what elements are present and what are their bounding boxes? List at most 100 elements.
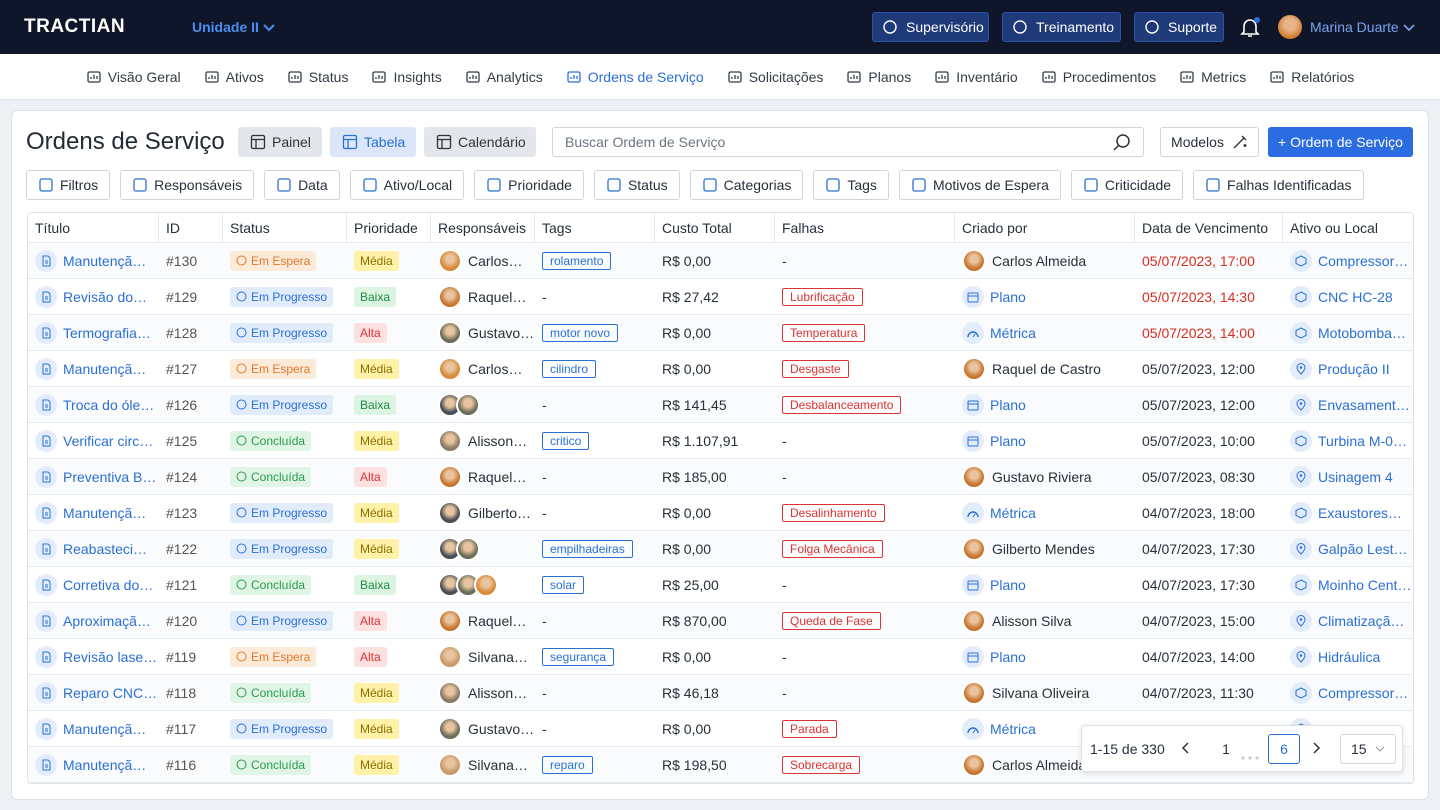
page-button[interactable]: 1	[1222, 741, 1230, 757]
bell-icon[interactable]	[1238, 15, 1262, 39]
filter-button[interactable]: Filtros	[26, 170, 111, 200]
nav-item[interactable]: Solicitações	[727, 69, 823, 85]
filter-button[interactable]: Motivos de Espera	[898, 170, 1061, 200]
order-title[interactable]: Preventiva B…	[63, 468, 157, 485]
column-header[interactable]: Custo Total	[655, 213, 775, 242]
filter-button[interactable]: Status	[593, 170, 680, 200]
order-title[interactable]: Manutençã…	[63, 720, 147, 737]
table-row[interactable]: Manutençã… #130 Em Espera Média Carlos… rolam…	[28, 243, 1413, 279]
filter-button[interactable]: Categorias	[689, 170, 804, 200]
order-title[interactable]: Reabasteci…	[63, 540, 148, 557]
nav-item[interactable]: Analytics	[465, 69, 543, 85]
filter-button[interactable]: Tags	[813, 170, 889, 200]
asset-link[interactable]: Turbina M-0…	[1318, 432, 1407, 449]
header-button[interactable]: Treinamento	[1002, 12, 1121, 42]
nav-item[interactable]: Procedimentos	[1041, 69, 1156, 85]
order-title[interactable]: Manutençã…	[63, 504, 147, 521]
logo[interactable]: TRACTIAN	[24, 16, 126, 37]
nav-item[interactable]: Inventário	[934, 69, 1018, 85]
order-title[interactable]: Revisão do…	[63, 288, 148, 305]
filter-button[interactable]: Ativo/Local	[349, 170, 465, 200]
table-row[interactable]: Preventiva B… #124 Concluída Alta Raquel… - R$…	[28, 459, 1413, 495]
column-header[interactable]: Título	[28, 213, 159, 242]
creator-link[interactable]: Plano	[990, 576, 1026, 593]
nav-item[interactable]: Metrics	[1179, 69, 1246, 85]
nav-item[interactable]: Relatórios	[1269, 69, 1354, 85]
table-row[interactable]: Revisão lase… #119 Em Espera Alta Silvana… se…	[28, 639, 1413, 675]
nav-item[interactable]: Insights	[371, 69, 442, 85]
column-header[interactable]: Tags	[535, 213, 655, 242]
asset-link[interactable]: Usinagem 4	[1318, 468, 1393, 485]
column-header[interactable]: Prioridade	[347, 213, 431, 242]
order-title[interactable]: Manutençã…	[63, 252, 147, 269]
user-avatar[interactable]	[1278, 15, 1302, 39]
unit-selector[interactable]: Unidade II	[192, 19, 275, 35]
creator-link[interactable]: Métrica	[990, 504, 1036, 521]
order-title[interactable]: Corretiva do…	[63, 576, 154, 593]
nav-item[interactable]: Status	[287, 69, 348, 85]
column-header[interactable]: Responsáveis	[431, 213, 535, 242]
creator-link[interactable]: Métrica	[990, 324, 1036, 341]
table-row[interactable]: Aproximaçã… #120 Em Progresso Alta Raquel… - R…	[28, 603, 1413, 639]
order-title[interactable]: Verificar circ…	[63, 432, 154, 449]
order-title[interactable]: Troca do óle…	[63, 396, 155, 413]
order-title[interactable]: Aproximaçã…	[63, 612, 151, 629]
search-box[interactable]: Buscar Ordem de Serviço	[552, 127, 1144, 157]
templates-button[interactable]: Modelos	[1160, 127, 1259, 157]
user-menu[interactable]: Marina Duarte	[1310, 19, 1415, 35]
column-header[interactable]: Data de Vencimento	[1135, 213, 1283, 242]
table-row[interactable]: Manutençã… #123 Em Progresso Média Gilberto……	[28, 495, 1413, 531]
asset-link[interactable]: Compressor…	[1318, 684, 1409, 701]
asset-link[interactable]: Galpão Lest…	[1318, 540, 1408, 557]
column-header[interactable]: Falhas	[775, 213, 955, 242]
nav-item[interactable]: Planos	[846, 69, 911, 85]
filter-button[interactable]: Data	[264, 170, 340, 200]
order-title[interactable]: Termografia…	[63, 324, 151, 341]
column-header[interactable]: Ativo ou Local	[1283, 213, 1413, 242]
view-toggle[interactable]: Tabela	[330, 127, 416, 157]
order-title[interactable]: Manutençã…	[63, 360, 147, 377]
order-title[interactable]: Revisão lase…	[63, 648, 158, 665]
column-header[interactable]: ID	[159, 213, 223, 242]
next-page[interactable]	[1310, 741, 1322, 758]
table-row[interactable]: Corretiva do… #121 Concluída Baixa solar R$ 2…	[28, 567, 1413, 603]
creator-link[interactable]: Plano	[990, 432, 1026, 449]
asset-link[interactable]: Produção II	[1318, 360, 1390, 377]
page-size[interactable]: 15	[1340, 734, 1396, 764]
column-header[interactable]: Status	[223, 213, 347, 242]
prev-page[interactable]	[1180, 741, 1192, 758]
asset-link[interactable]: Moinho Cent…	[1318, 576, 1412, 593]
header-button[interactable]: Suporte	[1134, 12, 1224, 42]
asset-link[interactable]: Motobomba…	[1318, 324, 1406, 341]
new-order-button[interactable]: + Ordem de Serviço	[1268, 127, 1413, 157]
filter-button[interactable]: Falhas Identificadas	[1193, 170, 1364, 200]
asset-link[interactable]: Compressor…	[1318, 252, 1409, 269]
order-title[interactable]: Manutençã…	[63, 756, 147, 773]
header-button[interactable]: Supervisório	[872, 12, 989, 42]
filter-button[interactable]: Criticidade	[1070, 170, 1184, 200]
table-row[interactable]: Reparo CNC… #118 Concluída Média Alisson… - R$…	[28, 675, 1413, 711]
view-toggle[interactable]: Painel	[238, 127, 322, 157]
nav-item[interactable]: Visão Geral	[86, 69, 181, 85]
creator-link[interactable]: Plano	[990, 288, 1026, 305]
nav-item[interactable]: Ordens de Serviço	[566, 69, 704, 85]
table-row[interactable]: Manutençã… #117 Em Progresso Média Gustavo… -…	[28, 711, 1413, 747]
table-row[interactable]: Verificar circ… #125 Concluída Média Alisson…	[28, 423, 1413, 459]
asset-link[interactable]: Hidráulica	[1318, 648, 1381, 665]
filter-button[interactable]: Responsáveis	[120, 170, 255, 200]
asset-link[interactable]: Climatizaçã…	[1318, 612, 1405, 629]
filter-button[interactable]: Prioridade	[474, 170, 584, 200]
asset-link[interactable]: CNC HC-28	[1318, 288, 1393, 305]
order-title[interactable]: Reparo CNC…	[63, 684, 158, 701]
table-row[interactable]: Termografia… #128 Em Progresso Alta Gustavo……	[28, 315, 1413, 351]
creator-link[interactable]: Plano	[990, 648, 1026, 665]
asset-link[interactable]: Exaustores…	[1318, 504, 1403, 521]
asset-link[interactable]: Envasament…	[1318, 396, 1410, 413]
creator-link[interactable]: Métrica	[990, 720, 1036, 737]
nav-item[interactable]: Ativos	[204, 69, 264, 85]
column-header[interactable]: Criado por	[955, 213, 1135, 242]
table-row[interactable]: Revisão do… #129 Em Progresso Baixa Raquel… -…	[28, 279, 1413, 315]
table-row[interactable]: Manutençã… #127 Em Espera Média Carlos… cilin…	[28, 351, 1413, 387]
creator-link[interactable]: Plano	[990, 396, 1026, 413]
table-row[interactable]: Reabasteci… #122 Em Progresso Média empilhad…	[28, 531, 1413, 567]
